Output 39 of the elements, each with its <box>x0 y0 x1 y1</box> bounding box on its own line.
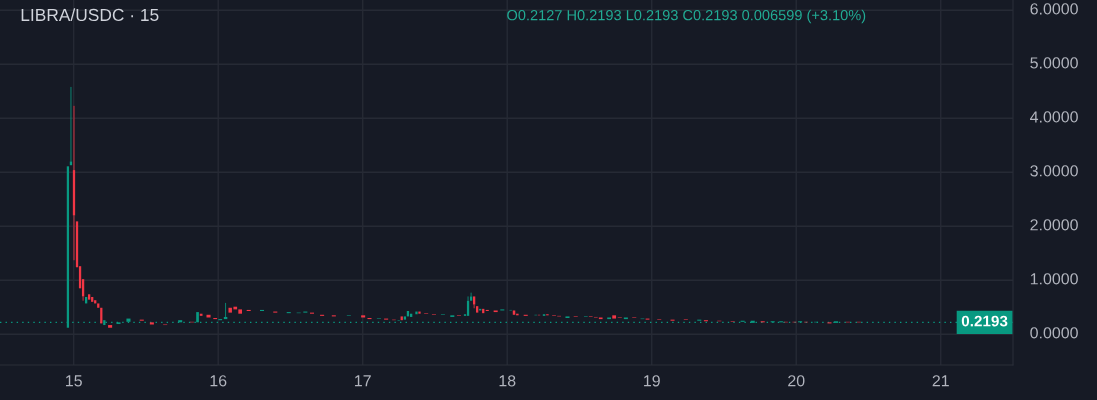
y-tick-label: 6.0000 <box>1030 3 1078 15</box>
candlestick <box>108 325 113 328</box>
x-tick-label: 16 <box>210 375 227 387</box>
y-tick-label: 1.0000 <box>1030 273 1078 285</box>
y-tick-label: 4.0000 <box>1030 111 1078 123</box>
x-tick-label: 19 <box>644 375 660 387</box>
y-tick-label: 3.0000 <box>1030 165 1078 177</box>
candlestick <box>598 317 603 320</box>
x-tick-label: 15 <box>66 375 82 387</box>
candlestick <box>565 316 570 319</box>
x-tick-label: 20 <box>788 375 805 387</box>
candlestick <box>472 296 476 309</box>
x-tick-label: 18 <box>499 375 516 387</box>
candlestick <box>259 309 265 312</box>
candlestick <box>88 294 91 300</box>
candlestick <box>403 316 407 320</box>
candlestick <box>623 317 628 320</box>
candlestick <box>199 313 203 316</box>
candlestick <box>612 315 617 319</box>
candlestick <box>415 311 418 315</box>
candlestick <box>607 317 611 320</box>
ref-line-label: 0.2193 <box>961 315 1008 327</box>
candlestick <box>493 310 498 313</box>
candlestick <box>149 322 154 325</box>
candlestick <box>476 306 479 313</box>
candlestick <box>512 310 516 315</box>
candlestick <box>97 303 100 308</box>
candlestick <box>196 312 199 323</box>
y-tick-label: 0.0000 <box>1030 327 1078 339</box>
y-tick-label: 5.0000 <box>1030 57 1078 69</box>
candlestick <box>485 309 489 312</box>
annotation: O0.2127 H0.2193 L0.2193 C0.2193 0.006599 (+3.10%) <box>507 9 866 24</box>
candlestick <box>238 309 243 314</box>
candlestick <box>91 296 94 302</box>
candlestick <box>246 309 251 312</box>
x-tick-label: 17 <box>355 375 371 387</box>
x-tick-label: 21 <box>932 375 949 387</box>
chart-title: LIBRA/USDC · 15 <box>21 8 159 22</box>
y-tick-label: 2.0000 <box>1030 219 1078 231</box>
